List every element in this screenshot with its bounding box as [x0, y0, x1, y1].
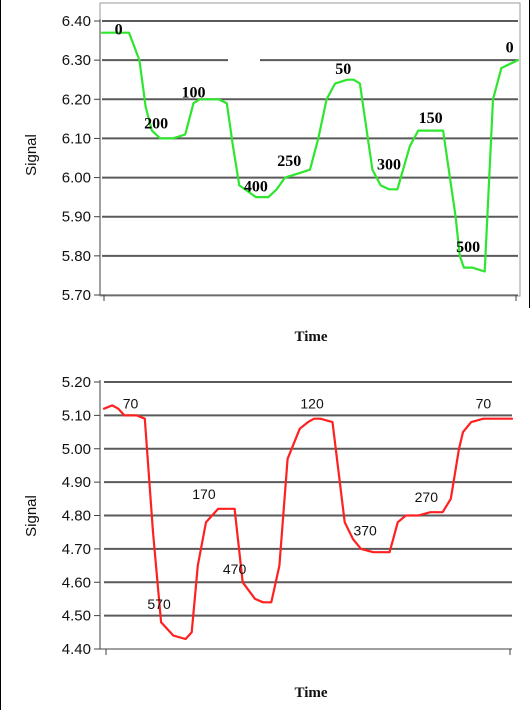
- annotation-label: 0: [115, 22, 123, 39]
- bottom-plot-area: [99, 374, 517, 649]
- annotation-label: 50: [335, 61, 351, 78]
- y-tick-label: 4.40: [62, 641, 91, 658]
- annotation-label: 150: [419, 110, 443, 127]
- y-tick-label: 6.40: [62, 13, 91, 30]
- annotation-label: 400: [244, 178, 268, 195]
- y-tick-label: 5.70: [62, 287, 91, 304]
- top-series: [100, 31, 520, 273]
- y-tick-label: 5.80: [62, 248, 91, 265]
- top-x-axis-label: Time: [294, 329, 327, 345]
- y-tick-label: 6.20: [62, 91, 91, 108]
- series-line: [102, 404, 514, 641]
- y-tick-label: 4.90: [62, 474, 91, 491]
- bottom-x-axis-label: Time: [294, 685, 327, 701]
- annotation-label: 370: [353, 523, 377, 539]
- annotation-label: 70: [476, 396, 492, 412]
- y-tick-label: 4.50: [62, 608, 91, 625]
- y-tick-label: 6.00: [62, 170, 91, 187]
- bottom-gridlines: [104, 381, 512, 617]
- y-tick-label: 6.10: [62, 130, 91, 147]
- y-tick-label: 5.00: [62, 441, 91, 458]
- annotation-label: 300: [377, 157, 401, 174]
- chart-top: 5.70 5.80 5.90 6.00 6.10 6.20 6.30 6.40 0 200 100…: [23, 2, 521, 345]
- annotation-label: 120: [300, 396, 324, 412]
- y-tick-label: 5.10: [62, 407, 91, 424]
- y-tick-label: 6.30: [62, 52, 91, 69]
- annotation-label: 570: [147, 596, 171, 612]
- y-tick-label: 4.80: [62, 508, 91, 525]
- series-line: [100, 31, 520, 273]
- annotation-label: 250: [277, 153, 301, 170]
- bottom-y-axis-label: Signal: [23, 495, 40, 537]
- annotation-label: 0: [506, 39, 514, 56]
- top-gap-mark: [228, 55, 260, 63]
- annotation-label: 70: [123, 396, 139, 412]
- annotation-label: 170: [192, 486, 216, 502]
- top-y-ticks: 5.70 5.80 5.90 6.00 6.10 6.20 6.30 6.40: [62, 13, 518, 304]
- annotation-label: 200: [144, 116, 168, 133]
- top-annotations: 0 200 100 400 250 50 300 150 500 0: [115, 22, 514, 256]
- annotation-label: 270: [415, 489, 439, 505]
- y-tick-label: 4.70: [62, 541, 91, 558]
- annotation-label: 100: [182, 84, 206, 101]
- chart-bottom: 4.40 4.50 4.60 4.70 4.80 4.90 5.00 5.10 5.20 70 5…: [23, 374, 517, 701]
- bottom-annotations: 70 570 170 470 120 370 270 70: [123, 396, 492, 612]
- top-gridlines: [102, 20, 518, 257]
- annotation-label: 500: [456, 239, 480, 256]
- bottom-series: [102, 404, 514, 641]
- y-tick-label: 4.60: [62, 574, 91, 591]
- annotation-label: 470: [223, 561, 247, 577]
- bottom-y-ticks: 4.40 4.50 4.60 4.70 4.80 4.90 5.00 5.10 5.20: [62, 374, 512, 658]
- y-tick-label: 5.90: [62, 209, 91, 226]
- top-y-axis-label: Signal: [23, 134, 40, 176]
- y-tick-label: 5.20: [62, 374, 91, 391]
